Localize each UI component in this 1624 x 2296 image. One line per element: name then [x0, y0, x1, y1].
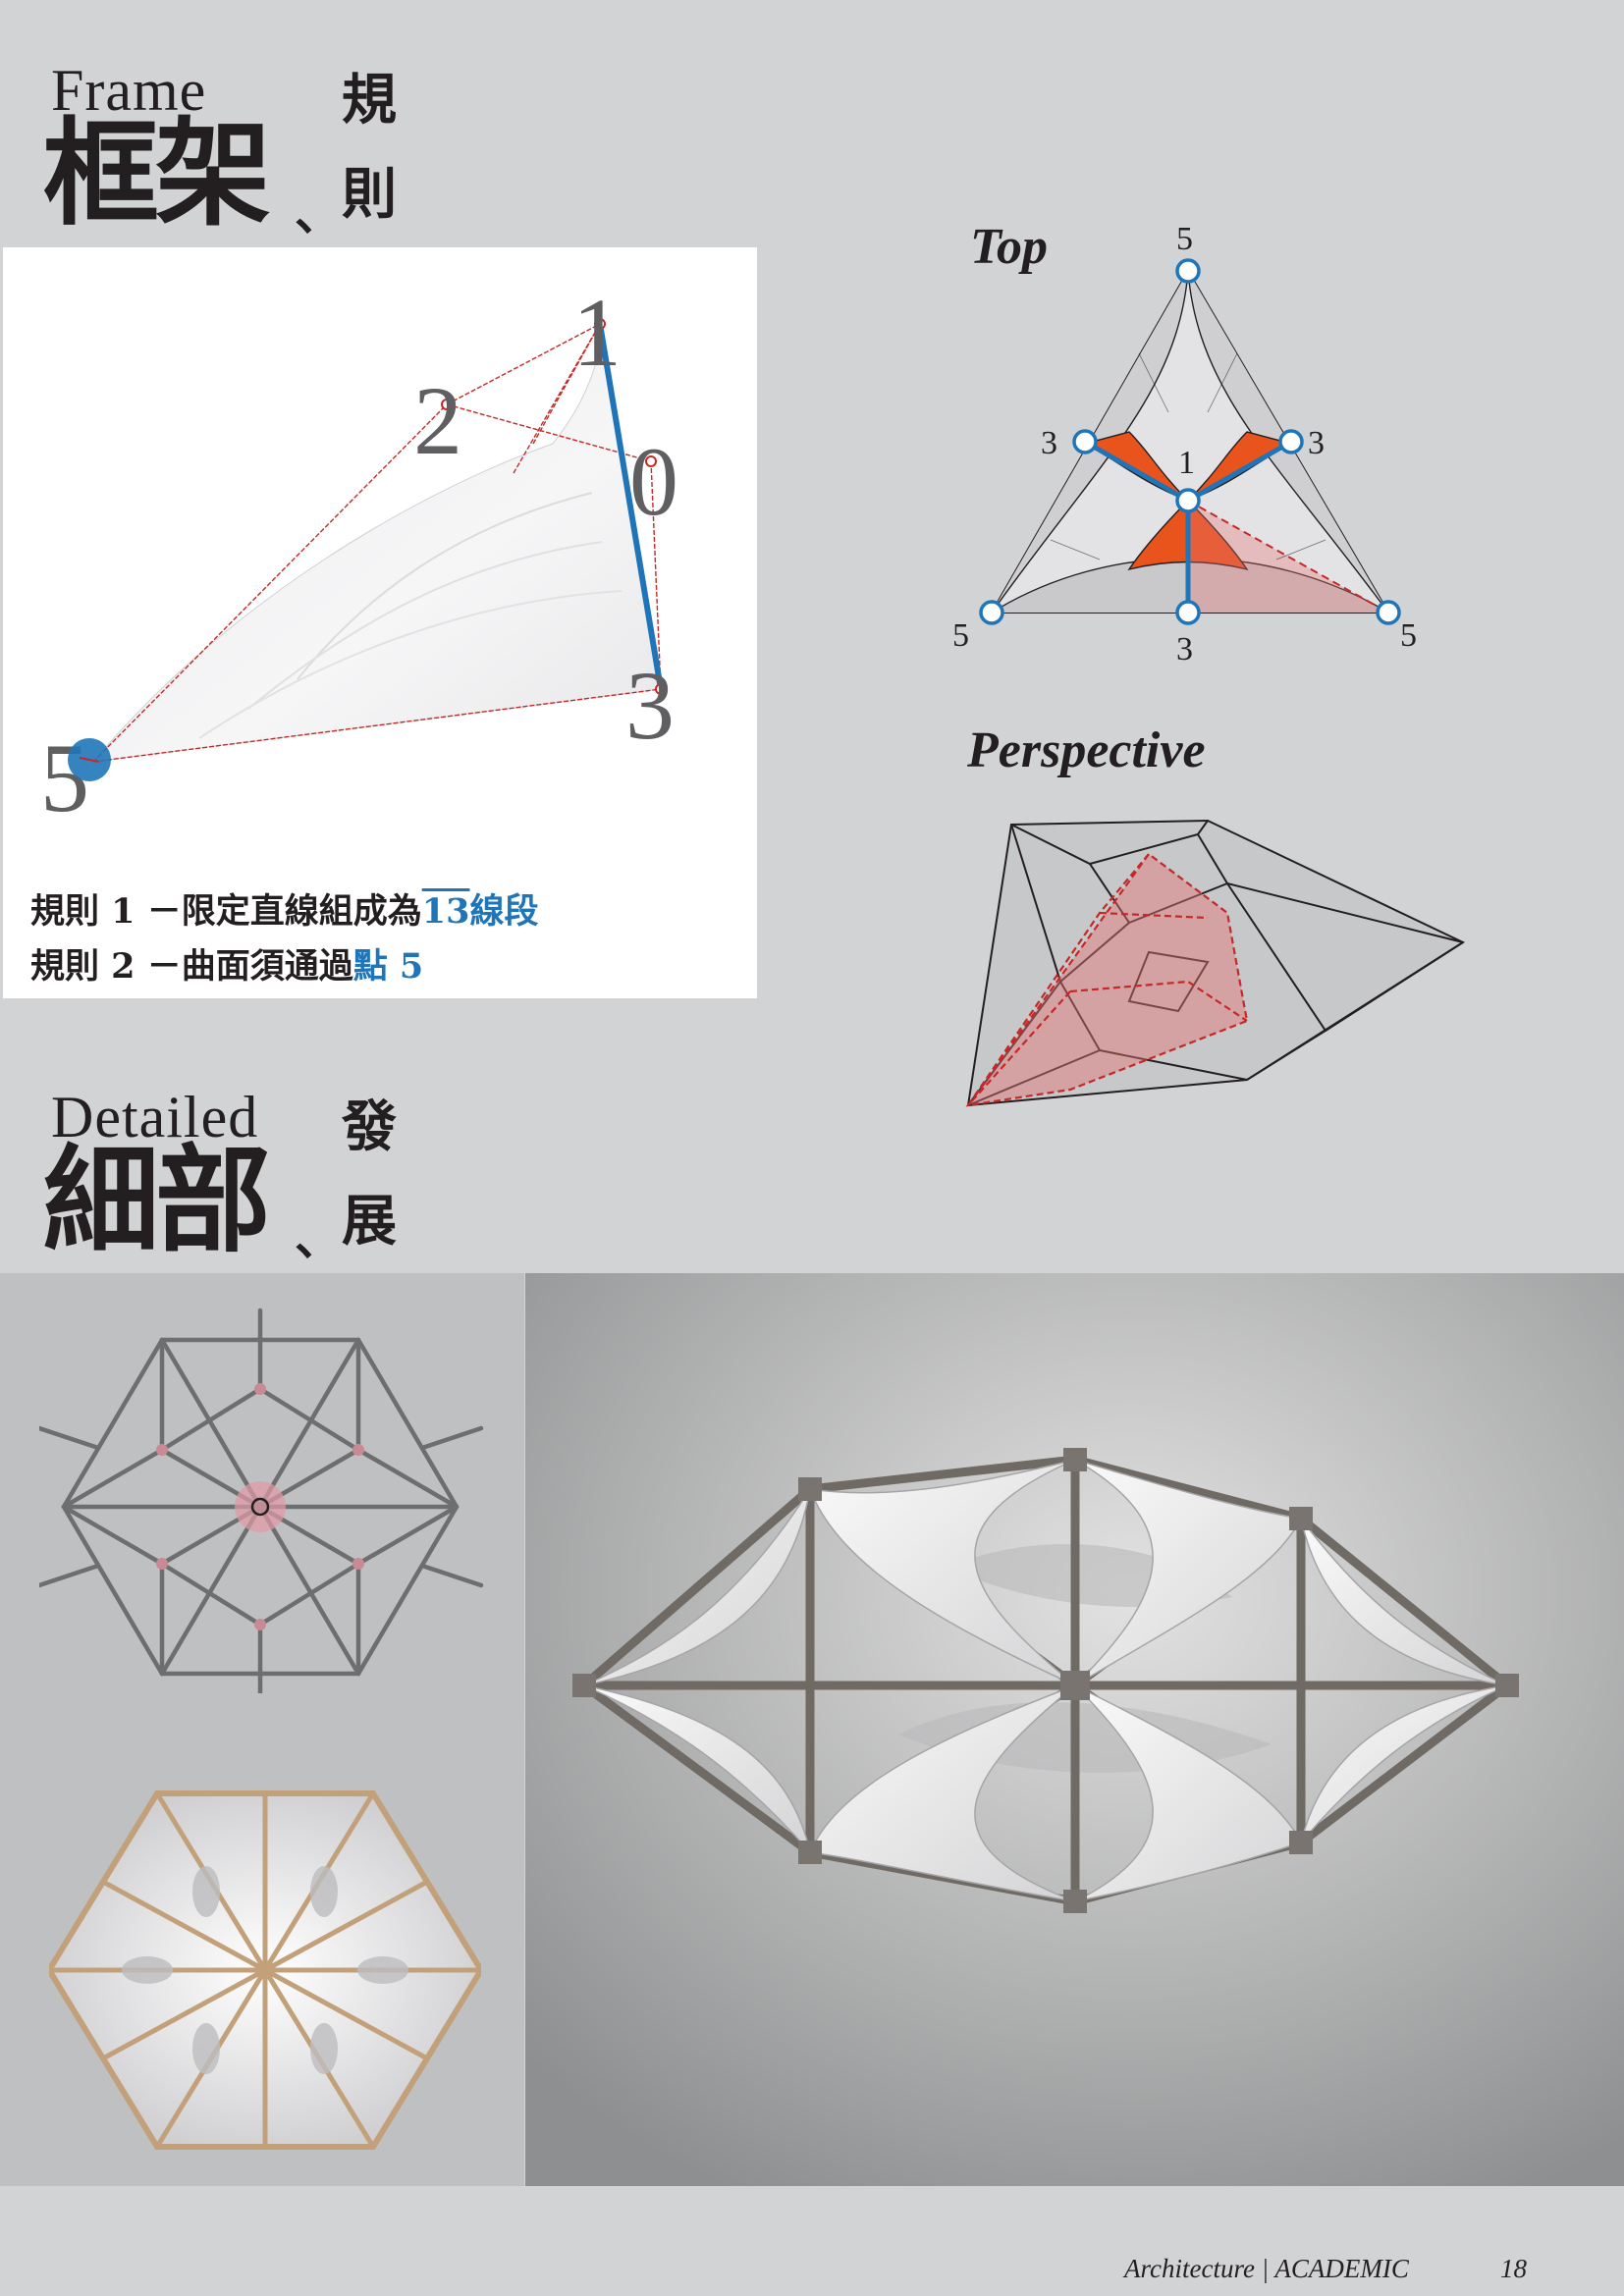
detailed-title-side-1: 發	[342, 1095, 397, 1159]
top-label-5-top: 5	[1176, 221, 1193, 257]
top-node-3-right	[1278, 429, 1304, 454]
top-label-3-left: 3	[1041, 425, 1057, 461]
top-node-3-bottom	[1175, 600, 1201, 625]
frame-title-separator: 、	[295, 187, 343, 241]
rule-1-text: 規則 1 －限定直線組成為	[30, 891, 422, 932]
top-view-diagram: 5 3 3 1 5 3 5	[952, 221, 1417, 667]
top-node-5-br	[1376, 600, 1401, 625]
top-label-3-bottom: 3	[1176, 631, 1193, 667]
top-node-5-bl	[979, 600, 1004, 625]
membrane-surface	[91, 323, 662, 763]
frame-title-side-1: 規	[342, 68, 397, 133]
hex-model-photo	[49, 1790, 481, 2150]
frame-title-side-2: 則	[342, 162, 397, 227]
frame-title-en: Frame	[51, 58, 207, 123]
rule-1: 規則 1 －限定直線組成為13線段	[30, 883, 538, 934]
top-view-label: Top	[970, 219, 1048, 275]
detailed-title-side-2: 展	[342, 1189, 397, 1254]
footer-caption: Architecture | ACADEMIC	[1124, 2254, 1409, 2283]
rule-2: 規則 2 －曲面須通過點 5	[30, 938, 423, 988]
detailed-title-separator: 、	[295, 1211, 343, 1266]
frame-guide-lines	[92, 323, 662, 763]
rule-1-suffix: 線段	[469, 891, 539, 932]
frame-label-3: 3	[625, 651, 675, 760]
rule-2-text: 規則 2 －曲面須通過	[30, 946, 353, 987]
top-node-1-center	[1175, 488, 1201, 513]
frame-rule-diagram: 1 2 0 3 5	[40, 278, 678, 832]
top-label-1-center: 1	[1178, 445, 1195, 481]
frame-diagram-panel: 1 2 0 3 5 規則 1 －限定直線組成為13線段 規則 2 －曲面須通過點…	[3, 247, 757, 998]
rule-1-number: 13	[421, 891, 470, 932]
top-node-5-top	[1175, 258, 1201, 284]
model-photo	[525, 1273, 1624, 2186]
top-node-3-left	[1072, 429, 1098, 454]
detailed-title-en: Detailed	[51, 1085, 259, 1149]
top-label-5-br: 5	[1400, 617, 1417, 654]
model-photo-panel	[525, 1273, 1624, 2186]
footer-page-number: 18	[1500, 2254, 1527, 2283]
top-label-3-right: 3	[1308, 425, 1325, 461]
perspective-view-label: Perspective	[967, 722, 1206, 778]
frame-label-2: 2	[413, 366, 462, 475]
hex-line-pattern	[39, 1308, 484, 1693]
frame-label-0: 0	[629, 427, 678, 536]
rule-2-highlight: 點 5	[352, 946, 424, 987]
footer	[0, 2186, 1624, 2296]
detailed-title-zh: 細部	[43, 1132, 271, 1268]
frame-title-zh: 框架	[43, 105, 271, 241]
frame-edge-1-3	[597, 323, 664, 690]
frame-label-1: 1	[572, 278, 622, 387]
top-label-5-bl: 5	[952, 617, 969, 654]
perspective-diagram	[965, 819, 1466, 1107]
pattern-panel	[0, 1273, 524, 2186]
